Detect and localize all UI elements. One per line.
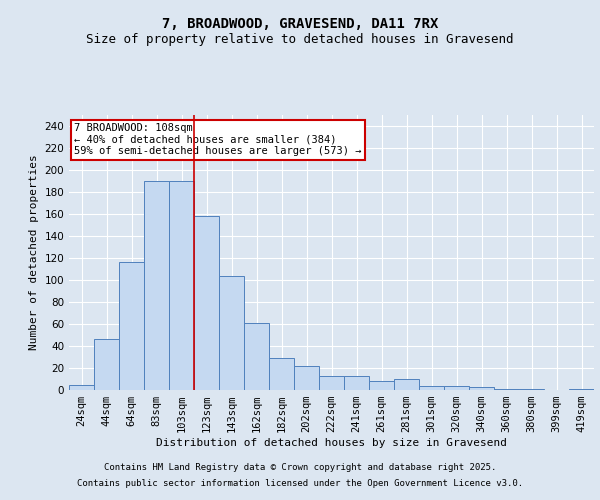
Bar bbox=[219, 276, 244, 390]
Bar bbox=[519, 389, 544, 390]
Bar bbox=[194, 216, 219, 390]
Text: 7, BROADWOOD, GRAVESEND, DA11 7RX: 7, BROADWOOD, GRAVESEND, DA11 7RX bbox=[162, 18, 438, 32]
Bar bbox=[169, 181, 194, 390]
Bar bbox=[119, 262, 144, 390]
Bar bbox=[419, 386, 444, 390]
Text: Size of property relative to detached houses in Gravesend: Size of property relative to detached ho… bbox=[86, 32, 514, 46]
Bar bbox=[244, 323, 269, 390]
Bar bbox=[344, 376, 369, 390]
Bar bbox=[569, 389, 594, 390]
Y-axis label: Number of detached properties: Number of detached properties bbox=[29, 154, 39, 350]
Text: Contains public sector information licensed under the Open Government Licence v3: Contains public sector information licen… bbox=[77, 478, 523, 488]
X-axis label: Distribution of detached houses by size in Gravesend: Distribution of detached houses by size … bbox=[156, 438, 507, 448]
Bar bbox=[269, 358, 294, 390]
Bar bbox=[369, 381, 394, 390]
Bar bbox=[144, 181, 169, 390]
Bar bbox=[394, 379, 419, 390]
Bar bbox=[294, 366, 319, 390]
Text: 7 BROADWOOD: 108sqm
← 40% of detached houses are smaller (384)
59% of semi-detac: 7 BROADWOOD: 108sqm ← 40% of detached ho… bbox=[74, 123, 362, 156]
Bar bbox=[69, 384, 94, 390]
Bar bbox=[444, 386, 469, 390]
Bar bbox=[319, 376, 344, 390]
Text: Contains HM Land Registry data © Crown copyright and database right 2025.: Contains HM Land Registry data © Crown c… bbox=[104, 464, 496, 472]
Bar bbox=[94, 340, 119, 390]
Bar bbox=[469, 386, 494, 390]
Bar bbox=[494, 389, 519, 390]
